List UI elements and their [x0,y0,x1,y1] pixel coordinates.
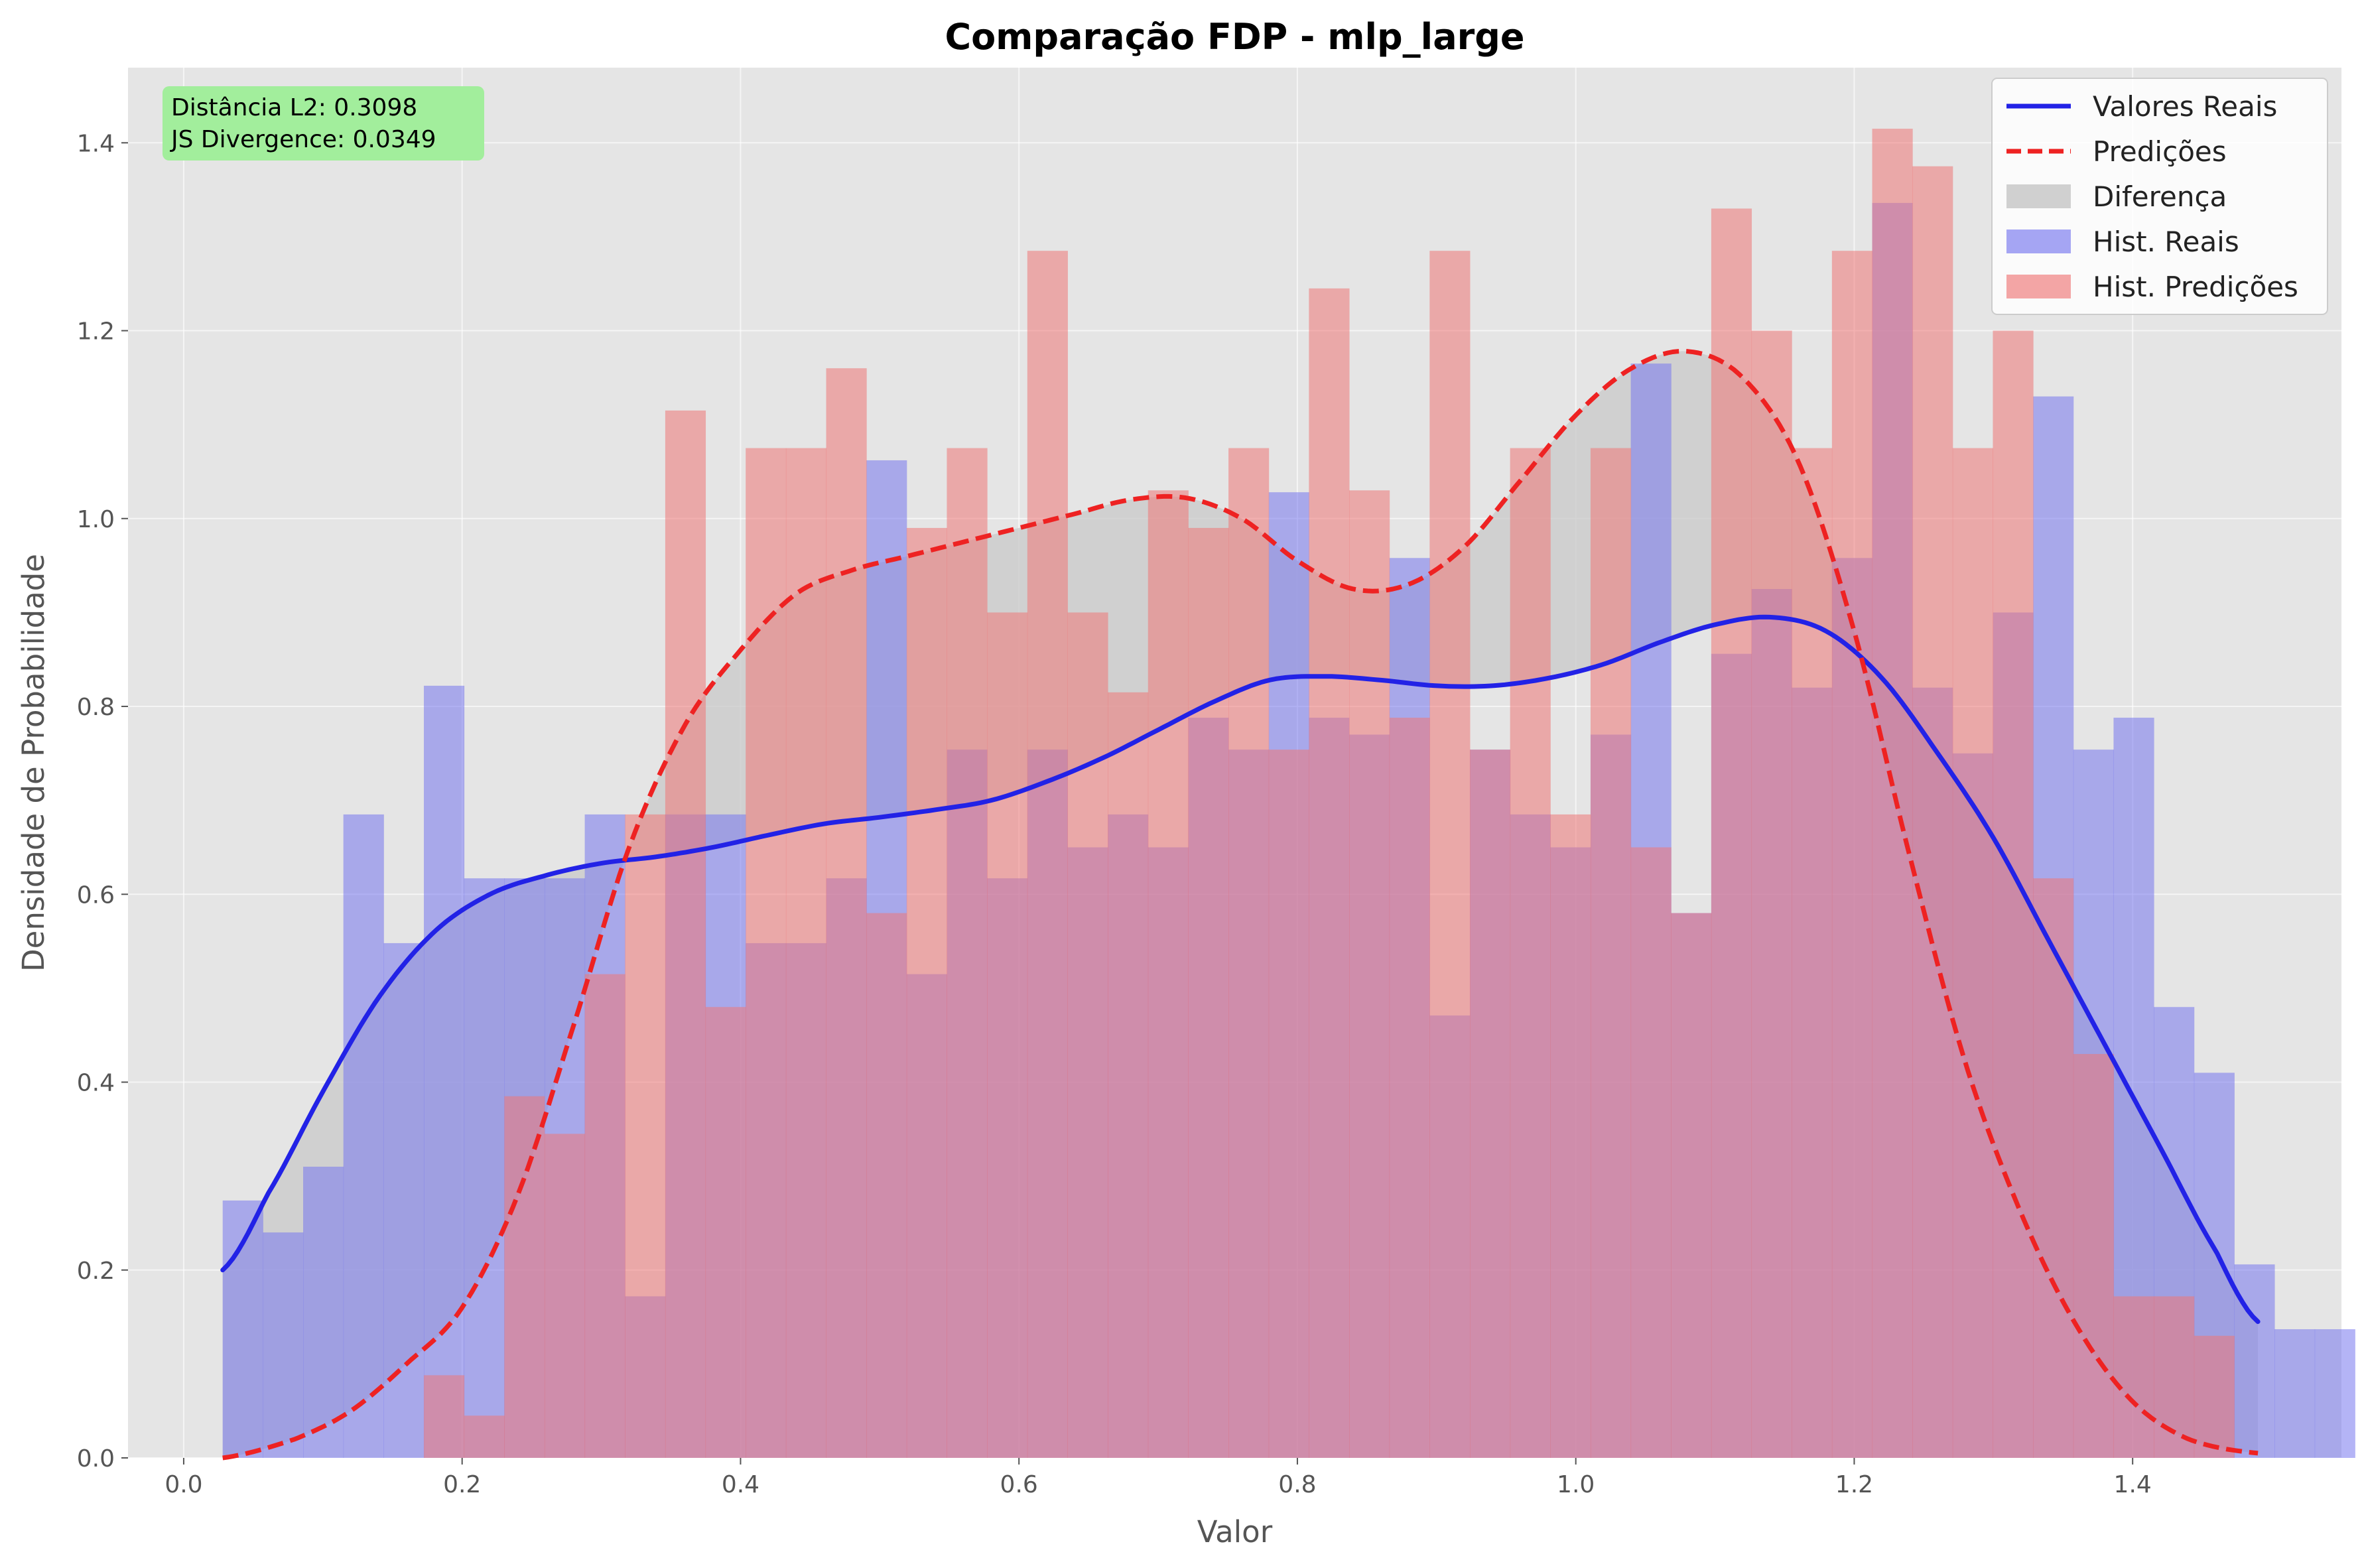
hist-pred-bar [1831,251,1873,1459]
hist-pred-bar [1993,330,2034,1458]
legend-label-hist-real: Hist. Reais [2093,226,2239,258]
kde-lines [220,348,2261,1461]
hist-real-bar [303,1166,344,1458]
x-tick-label: 1.2 [1835,1471,1873,1498]
hist-pred-bar [2073,1054,2114,1458]
hist-pred-bar [1268,750,1309,1458]
x-axis-ticks: 0.0 0.2 0.4 0.6 0.8 1.0 1.2 1.4 [164,1458,2152,1498]
x-tick-label: 1.0 [1557,1471,1595,1498]
stats-box-background [163,86,484,161]
hist-pred-bar [1952,448,1993,1458]
hist-pred-bar [1148,490,1189,1458]
x-tick-label: 0.4 [722,1471,759,1498]
x-tick-label: 0.6 [1000,1471,1038,1498]
hist-pred-bar [1188,527,1229,1458]
hist-pred-bar [1590,448,1632,1458]
legend: Valores Reais Predições Diferença Hist. … [1991,78,2328,315]
hist-pred-bar [1751,330,1792,1458]
hist-pred-bar [1349,490,1390,1458]
stats-js-divergence: JS Divergence: 0.0349 [170,126,436,153]
hist-real-bar [263,1232,304,1458]
y-tick-label: 0.2 [77,1258,115,1285]
hist-real-bar [2234,1264,2275,1458]
hist-pred-bar [1469,750,1511,1458]
hist-pred-bar [1711,208,1752,1459]
chart-title: Comparação FDP - mlp_large [945,16,1524,58]
x-tick-label: 0.2 [443,1471,481,1498]
line-predicoes [222,348,2259,1461]
hist-pred-bar [947,448,988,1458]
hist-pred-bar [544,1134,586,1458]
hist-pred-bar [1108,692,1149,1458]
hist-pred-bar [1027,251,1068,1459]
y-axis-ticks: 0.0 0.2 0.4 0.6 0.8 1.0 1.2 1.4 [77,130,128,1472]
y-tick-label: 1.0 [77,506,115,533]
hist-pred-bar [665,410,706,1458]
stats-box: Distância L2: 0.3098 JS Divergence: 0.03… [163,86,484,161]
x-tick-label: 1.4 [2114,1471,2152,1498]
hist-pred-bar [584,974,625,1458]
line-valores-reais [220,614,2261,1325]
hist-pred-bar [1792,448,1833,1458]
hist-pred-bar [866,913,907,1458]
x-tick-label: 0.8 [1278,1471,1316,1498]
legend-label-diff: Diferença [2093,180,2227,213]
hist-pred-bar [1067,612,1108,1458]
hist-pred-bar [987,612,1028,1458]
y-tick-label: 0.8 [77,694,115,721]
hist-pred-bar [906,527,947,1458]
hist-pred-bar [2113,1296,2154,1458]
hist-pred-bar [1671,913,1712,1458]
hist-pred-bar [1389,718,1430,1458]
hist-pred-bar [705,1007,746,1458]
y-tick-label: 0.4 [77,1070,115,1097]
hist-pred-bar [2194,1335,2235,1458]
hist-pred-bar [785,448,827,1458]
hist-pred-bar [2033,878,2074,1458]
hist-real-bar [383,943,425,1458]
hist-real-bar [343,814,384,1458]
hist-pred-bar [1429,251,1471,1459]
legend-swatch-hist-real [2006,229,2071,253]
y-tick-label: 0.6 [77,882,115,909]
hist-pred-bar [1912,166,1953,1459]
x-tick-label: 0.0 [164,1471,202,1498]
legend-swatch-diff [2006,184,2071,208]
x-axis-label: Valor [1197,1514,1273,1549]
legend-label-real: Valores Reais [2093,90,2277,123]
legend-swatch-hist-pred [2006,275,2071,298]
hist-real-bar [2274,1329,2316,1458]
legend-label-hist-pred: Hist. Predições [2093,271,2298,303]
hist-pred-bars [423,129,2235,1459]
hist-pred-bar [1309,288,1350,1459]
legend-box [1991,78,2328,315]
hist-pred-bar [826,368,867,1458]
hist-pred-bar [464,1415,505,1458]
hist-pred-bar [1872,129,1913,1458]
y-tick-label: 0.0 [77,1445,115,1472]
hist-pred-bar [1510,448,1551,1458]
hist-pred-bar [746,448,787,1458]
y-tick-label: 1.2 [77,318,115,346]
hist-pred-bar [625,814,666,1458]
legend-label-pred: Predições [2093,135,2227,168]
hist-real-bar [464,878,505,1458]
hist-pred-bar [1630,847,1672,1458]
hist-real-bar [2314,1329,2355,1458]
hist-pred-bar [1550,814,1591,1458]
hist-pred-bar [423,1375,465,1458]
hist-pred-bar [1228,448,1270,1458]
stats-l2-distance: Distância L2: 0.3098 [171,94,417,121]
y-tick-label: 1.4 [77,130,115,157]
y-axis-label: Densidade de Probabilidade [16,554,51,972]
hist-pred-bar [504,1096,545,1458]
